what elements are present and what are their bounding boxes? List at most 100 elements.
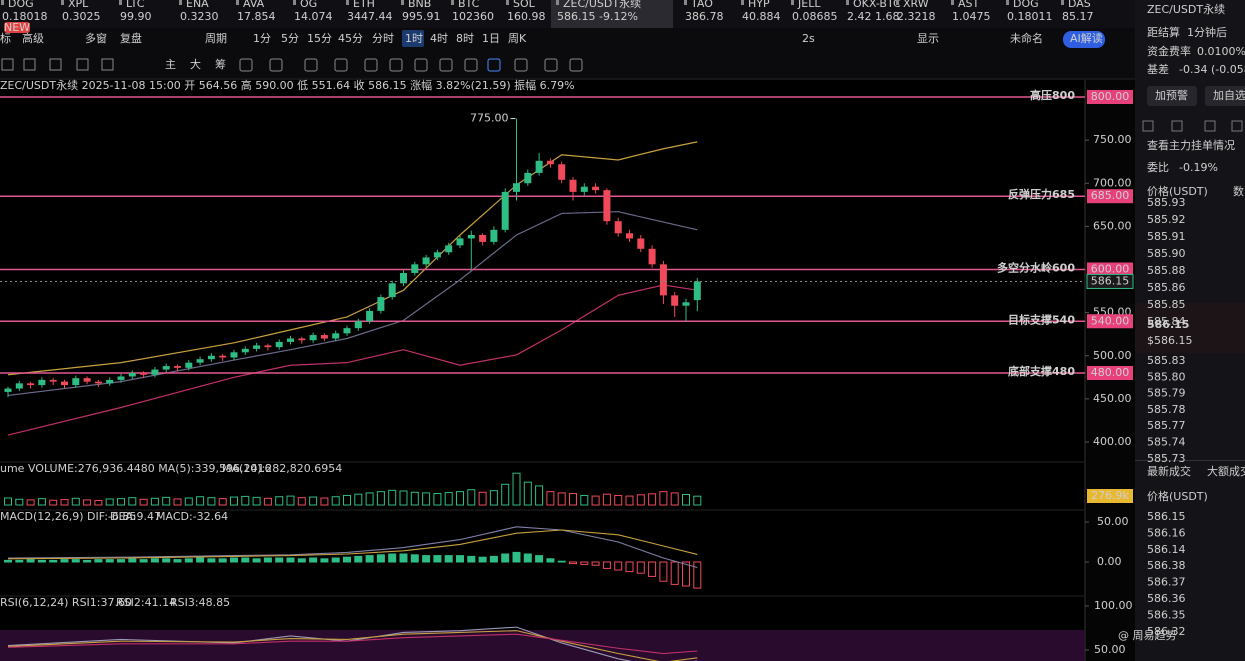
- toolbar-item[interactable]: 2s: [802, 32, 815, 45]
- panel-icon[interactable]: [1142, 120, 1154, 132]
- candle-body: [83, 378, 91, 382]
- macd-bar: [94, 559, 103, 563]
- ticker-name[interactable]: ENA: [186, 0, 209, 10]
- panel-icon[interactable]: [1171, 120, 1183, 132]
- draw-tool[interactable]: 大: [190, 57, 201, 71]
- macd-bar: [444, 555, 453, 563]
- trade-tab[interactable]: 最新成交: [1147, 464, 1191, 478]
- toolbar-item[interactable]: 未命名: [1010, 31, 1043, 45]
- ticker-name[interactable]: XRW: [903, 0, 929, 10]
- toolbar-item[interactable]: 显示: [917, 32, 939, 45]
- volume-bar: [501, 483, 510, 506]
- panel-button-label[interactable]: 加自选: [1213, 89, 1245, 102]
- ask-price: 585.90: [1147, 247, 1186, 260]
- ticker-name[interactable]: HYP: [748, 0, 770, 10]
- level-axis-box: [1087, 189, 1133, 204]
- toolbar-item[interactable]: 5分: [281, 32, 299, 45]
- toolbar-item[interactable]: 周期: [205, 32, 227, 45]
- ticker-dot: [61, 0, 64, 5]
- toolbar-item[interactable]: 标: [0, 31, 11, 45]
- toolbar-item[interactable]: 1分: [253, 32, 271, 45]
- tool-icon[interactable]: [544, 58, 558, 72]
- toolbar-item[interactable]: 周K: [508, 32, 527, 45]
- ask-price: 585.85: [1147, 298, 1186, 311]
- trade-tab[interactable]: 大额成交: [1207, 464, 1245, 478]
- toolbar-item[interactable]: 分时: [372, 32, 394, 45]
- draw-tool[interactable]: 筹: [215, 57, 226, 71]
- tool-icon[interactable]: [76, 58, 89, 71]
- tool-icon[interactable]: [514, 58, 528, 72]
- panel-button[interactable]: [1147, 86, 1197, 106]
- ticker-name[interactable]: SOL: [513, 0, 536, 10]
- candle-body: [287, 338, 294, 342]
- volume-bar: [320, 497, 329, 506]
- panel-button[interactable]: [1205, 86, 1245, 106]
- candle-body: [196, 359, 204, 363]
- candle-body: [253, 345, 261, 349]
- ticker-dot: [896, 0, 899, 5]
- ticker-name[interactable]: OG: [300, 0, 317, 10]
- ticker-name[interactable]: DAS: [1068, 0, 1091, 10]
- tool-icon[interactable]: [239, 58, 253, 72]
- ticker-name[interactable]: JELL: [797, 0, 821, 10]
- candle-body: [298, 338, 306, 341]
- depth-title[interactable]: 查看主力挂单情况: [1147, 138, 1235, 152]
- ticker-name[interactable]: DOG: [8, 0, 34, 10]
- tool-icon[interactable]: [364, 58, 378, 72]
- ticker-name[interactable]: TAO: [690, 0, 713, 10]
- ticker-name[interactable]: LTC: [126, 0, 145, 10]
- panel-icon[interactable]: [1204, 120, 1216, 132]
- ticker-name[interactable]: DOG: [1013, 0, 1039, 10]
- candle-body: [456, 238, 464, 246]
- ticker-price: 386.78: [685, 10, 724, 23]
- toolbar-item[interactable]: 1日: [482, 32, 500, 45]
- toolbar-item[interactable]: 8时: [456, 32, 474, 45]
- tool-icon[interactable]: [304, 58, 318, 72]
- tool-icon[interactable]: [49, 58, 62, 71]
- panel-button-label[interactable]: 加预警: [1155, 88, 1188, 102]
- candle-body: [400, 272, 407, 284]
- panel-icon[interactable]: [1231, 120, 1243, 132]
- band-line: [7, 211, 698, 397]
- panel-label: 委比: [1147, 161, 1169, 174]
- tool-icon[interactable]: [487, 58, 501, 72]
- tool-icon[interactable]: [389, 58, 403, 72]
- draw-tool[interactable]: 主: [165, 58, 176, 71]
- toolbar-item[interactable]: 15分: [307, 32, 332, 45]
- tool-icon[interactable]: [23, 58, 36, 71]
- trade-price: 586.38: [1147, 559, 1186, 572]
- macd-bar: [173, 559, 182, 563]
- ticker-name[interactable]: ETH: [353, 0, 375, 10]
- tool-icon[interactable]: [334, 58, 348, 72]
- ticker-name[interactable]: XPL: [68, 0, 89, 10]
- volume-bar: [354, 493, 363, 506]
- ticker-name[interactable]: AVA: [243, 0, 265, 10]
- tool-icon[interactable]: [439, 58, 453, 72]
- ticker-name[interactable]: AST: [958, 0, 980, 10]
- toolbar-item[interactable]: 多窗: [85, 31, 107, 45]
- tool-icon[interactable]: [1, 58, 14, 71]
- bid-price: 585.74: [1147, 436, 1186, 449]
- toolbar-item[interactable]: AI解读: [1070, 31, 1103, 45]
- watermark: @ 周易趋势: [1118, 629, 1177, 642]
- band-line: [7, 141, 698, 376]
- toolbar-item[interactable]: 4时: [430, 32, 448, 45]
- ticker-name[interactable]: BTC: [458, 0, 480, 10]
- tool-icon[interactable]: [269, 58, 283, 72]
- tool-icon[interactable]: [464, 58, 478, 72]
- ticker-name[interactable]: BNB: [408, 0, 431, 10]
- volume-axis-label: 276.9k: [1091, 489, 1129, 502]
- toolbar-item[interactable]: 复盘: [120, 31, 142, 45]
- toolbar-item[interactable]: 高级: [22, 31, 44, 45]
- toolbar-item[interactable]: 45分: [338, 32, 363, 45]
- toolbar-item[interactable]: 1时: [405, 32, 423, 45]
- ticker-name[interactable]: OKX-BTC: [853, 0, 901, 10]
- tool-icon[interactable]: [414, 58, 428, 72]
- macd-bar: [625, 561, 634, 573]
- candle-body: [377, 297, 385, 311]
- tool-icon[interactable]: [101, 58, 114, 71]
- ticker-name[interactable]: ZEC/USDT永续: [563, 0, 641, 10]
- tool-icon[interactable]: [569, 58, 583, 72]
- col-header: 价格(USDT): [1147, 489, 1208, 503]
- ticker-price: 17.854: [237, 10, 276, 23]
